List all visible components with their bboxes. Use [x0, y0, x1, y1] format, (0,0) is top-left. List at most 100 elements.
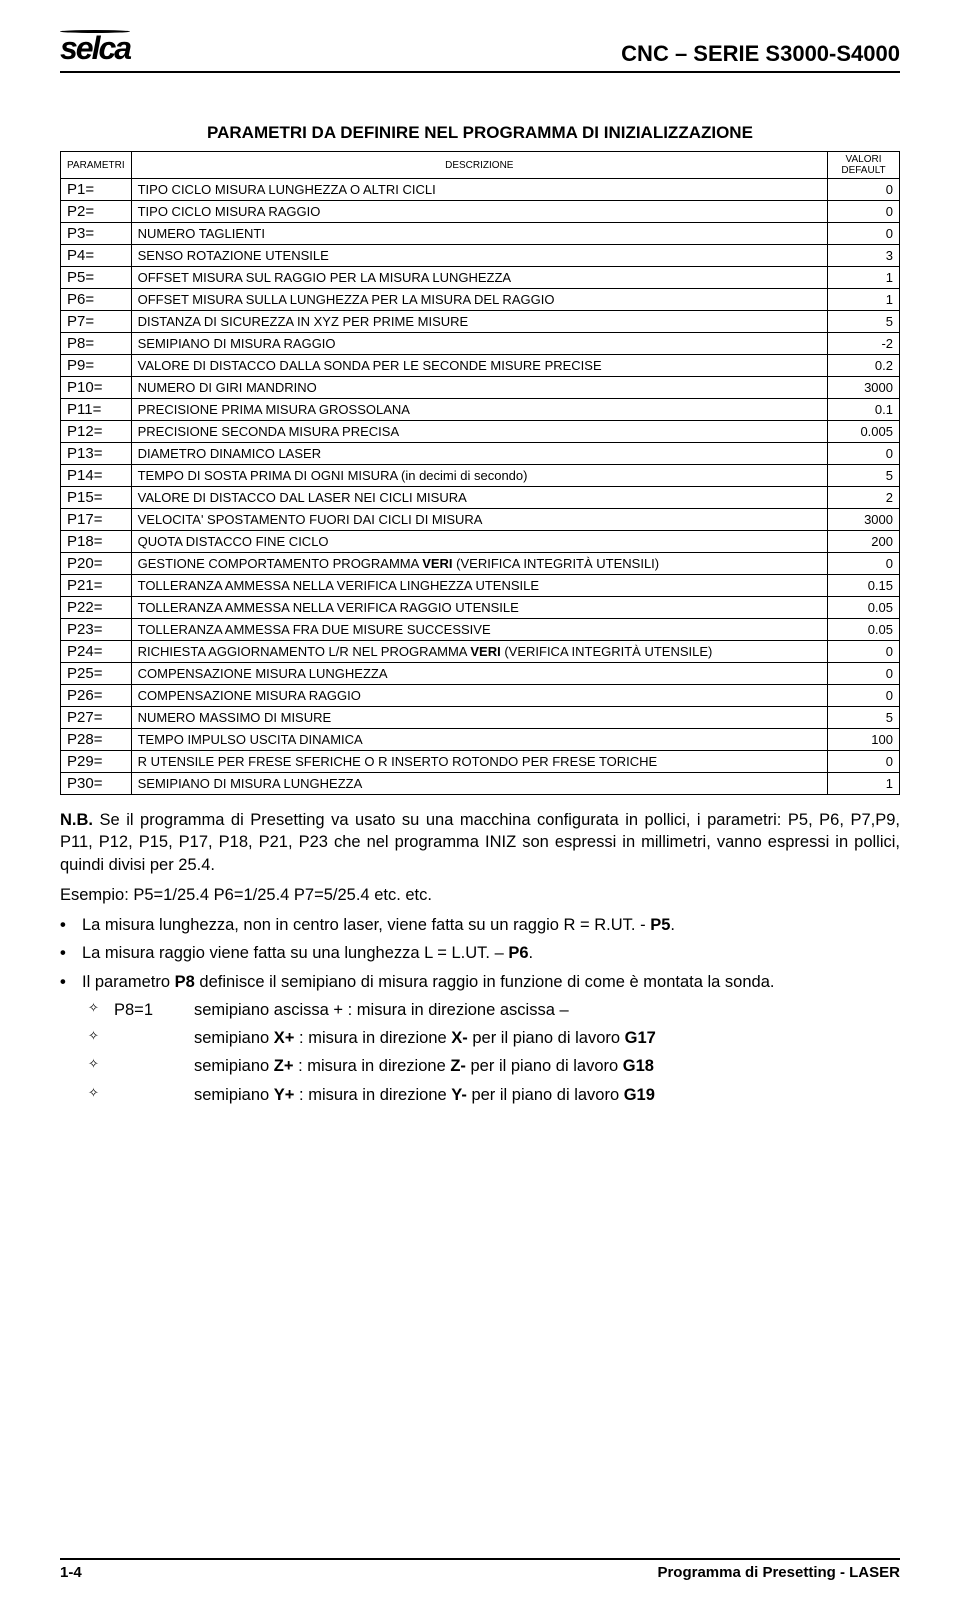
param-cell: P27=: [61, 707, 132, 729]
desc-cell: SENSO ROTAZIONE UTENSILE: [131, 245, 827, 267]
value-cell: 0: [828, 223, 900, 245]
table-row: P17=VELOCITA' SPOSTAMENTO FUORI DAI CICL…: [61, 509, 900, 531]
diamond-item: ✧semipiano X+ : misura in direzione X- p…: [88, 1027, 900, 1049]
bullet-text: Il parametro P8 definisce il semipiano d…: [82, 971, 900, 993]
value-cell: -2: [828, 333, 900, 355]
value-cell: 3: [828, 245, 900, 267]
param-cell: P14=: [61, 465, 132, 487]
value-cell: 0: [828, 443, 900, 465]
desc-cell: TEMPO IMPULSO USCITA DINAMICA: [131, 729, 827, 751]
table-row: P7=DISTANZA DI SICUREZZA IN XYZ PER PRIM…: [61, 311, 900, 333]
table-row: P11=PRECISIONE PRIMA MISURA GROSSOLANA0.…: [61, 399, 900, 421]
table-row: P3=NUMERO TAGLIENTI0: [61, 223, 900, 245]
param-cell: P22=: [61, 597, 132, 619]
parameters-table: PARAMETRI DESCRIZIONE VALORI DEFAULT P1=…: [60, 151, 900, 795]
param-cell: P18=: [61, 531, 132, 553]
p8-sublist: ✧P8=1semipiano ascissa + : misura in dir…: [88, 999, 900, 1106]
param-cell: P23=: [61, 619, 132, 641]
param-cell: P8=: [61, 333, 132, 355]
diamond-marker: ✧: [88, 1055, 114, 1077]
value-cell: 0: [828, 751, 900, 773]
desc-cell: SEMIPIANO DI MISURA LUNGHEZZA: [131, 773, 827, 795]
nb-label: N.B.: [60, 811, 93, 829]
diamond-text: semipiano Z+ : misura in direzione Z- pe…: [194, 1055, 900, 1077]
desc-cell: VALORE DI DISTACCO DAL LASER NEI CICLI M…: [131, 487, 827, 509]
table-row: P1=TIPO CICLO MISURA LUNGHEZZA O ALTRI C…: [61, 179, 900, 201]
value-cell: 0.2: [828, 355, 900, 377]
param-cell: P13=: [61, 443, 132, 465]
p8-label: [114, 1084, 194, 1106]
desc-cell: DISTANZA DI SICUREZZA IN XYZ PER PRIME M…: [131, 311, 827, 333]
table-row: P9=VALORE DI DISTACCO DALLA SONDA PER LE…: [61, 355, 900, 377]
page-footer: 1-4 Programma di Presetting - LASER: [60, 1558, 900, 1581]
col-header-default: VALORI DEFAULT: [828, 152, 900, 179]
table-body: P1=TIPO CICLO MISURA LUNGHEZZA O ALTRI C…: [61, 179, 900, 795]
table-row: P6=OFFSET MISURA SULLA LUNGHEZZA PER LA …: [61, 289, 900, 311]
value-cell: 1: [828, 267, 900, 289]
body-text: N.B. Se il programma di Presetting va us…: [60, 809, 900, 1106]
table-row: P23=TOLLERANZA AMMESSA FRA DUE MISURE SU…: [61, 619, 900, 641]
desc-cell: OFFSET MISURA SUL RAGGIO PER LA MISURA L…: [131, 267, 827, 289]
param-cell: P26=: [61, 685, 132, 707]
table-row: P15=VALORE DI DISTACCO DAL LASER NEI CIC…: [61, 487, 900, 509]
desc-cell: TIPO CICLO MISURA LUNGHEZZA O ALTRI CICL…: [131, 179, 827, 201]
param-cell: P1=: [61, 179, 132, 201]
diamond-text: semipiano X+ : misura in direzione X- pe…: [194, 1027, 900, 1049]
desc-cell: COMPENSAZIONE MISURA LUNGHEZZA: [131, 663, 827, 685]
table-row: P25=COMPENSAZIONE MISURA LUNGHEZZA0: [61, 663, 900, 685]
desc-cell: TIPO CICLO MISURA RAGGIO: [131, 201, 827, 223]
bullet-marker: •: [60, 914, 82, 936]
param-cell: P2=: [61, 201, 132, 223]
param-cell: P6=: [61, 289, 132, 311]
table-row: P29=R UTENSILE PER FRESE SFERICHE O R IN…: [61, 751, 900, 773]
desc-cell: SEMIPIANO DI MISURA RAGGIO: [131, 333, 827, 355]
col-header-param: PARAMETRI: [61, 152, 132, 179]
example-line: Esempio: P5=1/25.4 P6=1/25.4 P7=5/25.4 e…: [60, 884, 900, 906]
value-cell: 0: [828, 663, 900, 685]
note-paragraph: N.B. Se il programma di Presetting va us…: [60, 809, 900, 876]
page-header: selca CNC – SERIE S3000-S4000: [60, 30, 900, 73]
page: selca CNC – SERIE S3000-S4000 PARAMETRI …: [0, 0, 960, 1601]
table-row: P2=TIPO CICLO MISURA RAGGIO0: [61, 201, 900, 223]
value-cell: 3000: [828, 509, 900, 531]
desc-cell: NUMERO TAGLIENTI: [131, 223, 827, 245]
value-cell: 1: [828, 773, 900, 795]
value-cell: 2: [828, 487, 900, 509]
param-cell: P4=: [61, 245, 132, 267]
value-cell: 0.1: [828, 399, 900, 421]
desc-cell: PRECISIONE PRIMA MISURA GROSSOLANA: [131, 399, 827, 421]
section-title: PARAMETRI DA DEFINIRE NEL PROGRAMMA DI I…: [60, 123, 900, 143]
desc-cell: PRECISIONE SECONDA MISURA PRECISA: [131, 421, 827, 443]
bullet-item: •La misura raggio viene fatta su una lun…: [60, 942, 900, 964]
desc-cell: TOLLERANZA AMMESSA FRA DUE MISURE SUCCES…: [131, 619, 827, 641]
desc-cell: QUOTA DISTACCO FINE CICLO: [131, 531, 827, 553]
p8-label: [114, 1055, 194, 1077]
param-cell: P17=: [61, 509, 132, 531]
bullet-list: •La misura lunghezza, non in centro lase…: [60, 914, 900, 993]
document-title: CNC – SERIE S3000-S4000: [621, 41, 900, 67]
bullet-item: •Il parametro P8 definisce il semipiano …: [60, 971, 900, 993]
desc-cell: GESTIONE COMPORTAMENTO PROGRAMMA VERI (V…: [131, 553, 827, 575]
table-row: P10=NUMERO DI GIRI MANDRINO3000: [61, 377, 900, 399]
diamond-text: semipiano Y+ : misura in direzione Y- pe…: [194, 1084, 900, 1106]
param-cell: P28=: [61, 729, 132, 751]
table-row: P22=TOLLERANZA AMMESSA NELLA VERIFICA RA…: [61, 597, 900, 619]
param-cell: P10=: [61, 377, 132, 399]
desc-cell: R UTENSILE PER FRESE SFERICHE O R INSERT…: [131, 751, 827, 773]
table-row: P26=COMPENSAZIONE MISURA RAGGIO0: [61, 685, 900, 707]
param-cell: P24=: [61, 641, 132, 663]
desc-cell: TEMPO DI SOSTA PRIMA DI OGNI MISURA (in …: [131, 465, 827, 487]
value-cell: 200: [828, 531, 900, 553]
table-row: P20=GESTIONE COMPORTAMENTO PROGRAMMA VER…: [61, 553, 900, 575]
table-row: P30=SEMIPIANO DI MISURA LUNGHEZZA1: [61, 773, 900, 795]
value-cell: 1: [828, 289, 900, 311]
bullet-text: La misura raggio viene fatta su una lung…: [82, 942, 900, 964]
nb-text: Se il programma di Presetting va usato s…: [60, 811, 900, 874]
desc-cell: NUMERO DI GIRI MANDRINO: [131, 377, 827, 399]
footer-page-num: 1-4: [60, 1564, 82, 1581]
bullet-marker: •: [60, 971, 82, 993]
value-cell: 0: [828, 201, 900, 223]
param-cell: P29=: [61, 751, 132, 773]
table-row: P14=TEMPO DI SOSTA PRIMA DI OGNI MISURA …: [61, 465, 900, 487]
value-cell: 5: [828, 465, 900, 487]
